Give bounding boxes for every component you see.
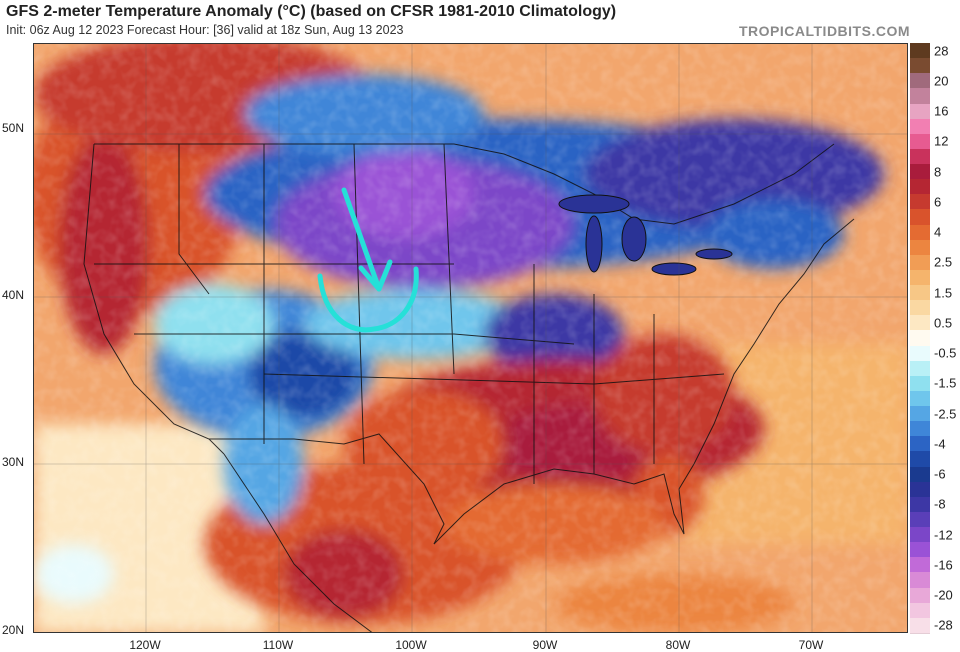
lon-label-120w: 120W — [129, 638, 161, 652]
colorbar-swatch — [910, 118, 930, 135]
colorbar-swatch — [910, 542, 930, 559]
colorbar-tick-label: -20 — [934, 587, 953, 603]
colorbar-swatch — [910, 285, 930, 302]
colorbar-tick-label: 16 — [934, 103, 949, 119]
colorbar-swatch — [910, 224, 930, 241]
lat-label-20n: 20N — [2, 623, 25, 637]
colorbar-swatch — [910, 406, 930, 423]
colorbar-tick-label: -4 — [934, 436, 946, 452]
colorbar-swatch — [910, 360, 930, 377]
colorbar-tick-label: -16 — [934, 557, 953, 573]
us-mexico-border — [209, 433, 445, 545]
anomaly-map[interactable] — [33, 43, 908, 633]
colorbar-tick-label: 4 — [934, 224, 942, 240]
west-coast — [83, 143, 225, 455]
graticule — [34, 44, 907, 632]
forecast-info: Init: 06z Aug 12 2023 Forecast Hour: [36… — [6, 23, 404, 37]
colorbar-swatch — [910, 239, 930, 256]
colorbar-tick-label: 2.5 — [934, 254, 953, 270]
colorbar-swatch — [910, 179, 930, 196]
colorbar-swatch — [910, 451, 930, 468]
colorbar-swatch — [910, 103, 930, 120]
colorbar-swatch — [910, 315, 930, 332]
mexico-coast — [223, 453, 373, 632]
lon-label-70w: 70W — [798, 638, 824, 652]
colorbar-tick-label: -12 — [934, 527, 953, 543]
lon-label-110w: 110W — [262, 638, 294, 652]
site-watermark: TROPICALTIDBITS.COM — [738, 23, 910, 39]
colorbar-swatch — [910, 58, 930, 75]
colorbar-swatch — [910, 164, 930, 181]
colorbar-swatch — [910, 43, 930, 60]
east-coast — [693, 218, 855, 465]
map-title: GFS 2-meter Temperature Anomaly (°C) (ba… — [6, 3, 617, 20]
colorbar-swatch — [910, 602, 930, 619]
colorbar-tick-label: 20 — [934, 73, 949, 89]
colorbar-swatch — [910, 421, 930, 438]
colorbar-swatch — [910, 73, 930, 90]
boundaries — [83, 143, 855, 632]
colorbar-legend: 28 20 16 12 8 6 4 2.5 1.5 0.5 -0.5 -1.5 -2.5 -4 -6 -8 -1… — [910, 43, 960, 634]
colorbar-swatch — [910, 557, 930, 574]
lon-label-80w: 80W — [665, 638, 691, 652]
colorbar-tick-label: -1.5 — [934, 375, 957, 391]
colorbar-swatch — [910, 148, 930, 166]
colorbar-tick-label: -0.5 — [934, 345, 957, 361]
colorbar-swatch — [910, 194, 930, 211]
header: GFS 2-meter Temperature Anomaly (°C) (ba… — [0, 0, 960, 42]
colorbar-tick-label: 28 — [934, 43, 949, 59]
colorbar-tick-label: 1.5 — [934, 285, 953, 301]
colorbar-tick-label: -2.5 — [934, 406, 957, 422]
colorbar-swatch — [910, 330, 930, 347]
colorbar-swatch — [910, 269, 930, 287]
colorbar-swatch — [910, 511, 930, 529]
colorbar-swatch — [910, 496, 930, 513]
great-lakes — [558, 194, 733, 276]
state-line-1 — [178, 144, 210, 295]
state-line-3 — [353, 143, 365, 465]
colorbar-swatch — [910, 254, 930, 271]
colorbar-tick-label: -8 — [934, 496, 946, 512]
colorbar-tick-label: 0.5 — [934, 315, 953, 331]
lat-label-40n: 40N — [2, 288, 25, 302]
gulf-coast — [433, 463, 695, 545]
cyan-arrow-icon — [317, 187, 419, 333]
state-line-4 — [443, 143, 455, 375]
colorbar-swatch — [910, 481, 930, 498]
lon-label-100w: 100W — [395, 638, 427, 652]
lat-label-30n: 30N — [2, 455, 25, 469]
lon-label-90w: 90W — [532, 638, 558, 652]
colorbar-swatch — [910, 466, 930, 483]
colorbar-tick-label: 12 — [934, 133, 949, 149]
colorbar-swatch — [910, 88, 930, 105]
colorbar-swatch — [910, 572, 930, 589]
lat-label-50n: 50N — [2, 121, 25, 135]
colorbar-swatch — [910, 436, 930, 453]
colorbar-swatch — [910, 527, 930, 544]
colorbar-swatch — [910, 390, 930, 408]
colorbar-swatch — [910, 345, 930, 362]
colorbar-swatch — [910, 587, 930, 604]
map-svg — [34, 44, 907, 632]
texture-overlay — [34, 44, 907, 632]
colorbar-swatch — [910, 300, 930, 317]
colorbar-swatch — [910, 375, 930, 392]
colorbar-tick-label: 6 — [934, 194, 942, 210]
colorbar-tick-label: -6 — [934, 466, 946, 482]
colorbar-swatch — [910, 133, 930, 150]
colorbar-tick-label: 8 — [934, 164, 942, 180]
colorbar-swatch — [910, 209, 930, 226]
colorbar-tick-label: -28 — [934, 617, 953, 633]
colorbar-swatch — [910, 617, 930, 634]
